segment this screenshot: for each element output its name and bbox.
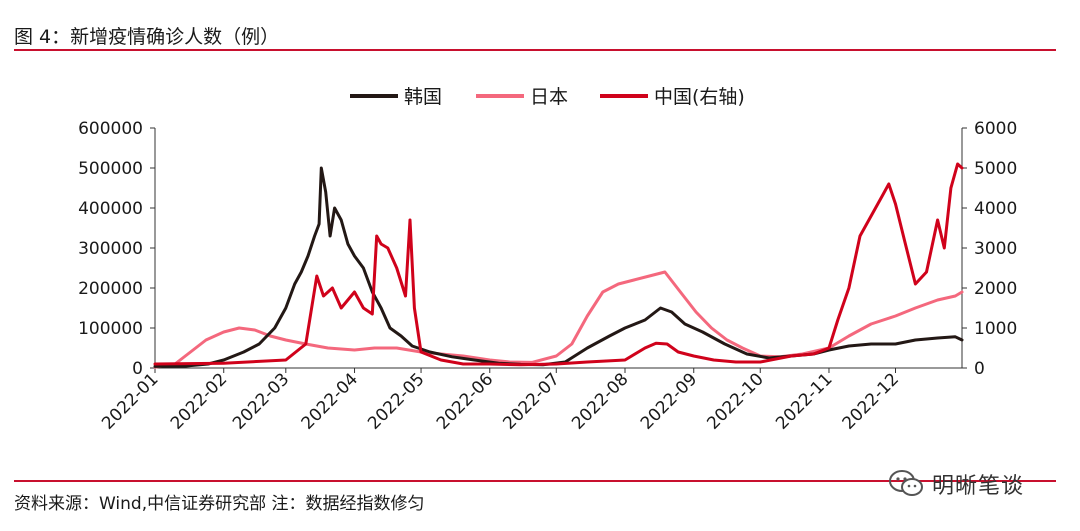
left-y-tick-label: 300000: [78, 239, 143, 259]
x-tick-label: 2022-06: [433, 369, 497, 433]
left-y-tick-label: 0: [132, 359, 143, 379]
watermark-text: 明晰笔谈: [932, 474, 1025, 499]
footer-divider: [14, 480, 1056, 482]
title-divider: [14, 49, 1056, 51]
left-y-tick-label: 500000: [78, 159, 143, 179]
watermark: 明晰笔谈: [888, 467, 1068, 501]
right-y-tick-label: 3000: [974, 239, 1017, 259]
figure-title: 图 4：新增疫情确诊人数（例）: [14, 26, 280, 48]
axes: 0 100000 200000 300000 400000 500000 600000 0 10…: [78, 119, 1017, 434]
line-chart: 韩国 日本 中国(右轴) 0 100000 200000 300000 400000 50…: [78, 86, 1017, 434]
left-y-tick-label: 400000: [78, 199, 143, 219]
series-line-china: [153, 162, 964, 367]
left-y-tick-label: 200000: [78, 279, 143, 299]
legend: 韩国 日本 中国(右轴): [350, 86, 745, 108]
x-tick-label: 2022-01: [98, 369, 162, 433]
x-tick-label: 2022-08: [568, 369, 632, 433]
right-y-tick-label: 6000: [974, 119, 1017, 139]
x-tick-label: 2022-04: [298, 369, 362, 433]
x-tick-label: 2022-12: [839, 369, 903, 433]
source-note: 资料来源：Wind,中信证券研究部 注：数据经指数修匀: [14, 494, 425, 514]
series-line-japan: [153, 270, 964, 369]
right-y-tick-label: 0: [974, 359, 985, 379]
left-y-tick-label: 600000: [78, 119, 143, 139]
x-tick-label: 2022-09: [637, 369, 701, 433]
right-y-tick-label: 2000: [974, 279, 1017, 299]
x-tick-label: 2022-11: [772, 369, 836, 433]
series-layer: [153, 162, 964, 369]
legend-label-china: 中国(右轴): [654, 86, 745, 108]
right-y-tick-label: 5000: [974, 159, 1017, 179]
x-tick-label: 2022-10: [703, 369, 767, 433]
x-tick-label: 2022-02: [167, 369, 231, 433]
legend-label-japan: 日本: [530, 86, 568, 108]
wechat-icon: [889, 470, 923, 496]
x-tick-label: 2022-03: [229, 369, 293, 433]
right-y-tick-label: 1000: [974, 319, 1017, 339]
legend-label-korea: 韩国: [404, 86, 442, 108]
x-tick-label: 2022-05: [364, 369, 428, 433]
right-y-tick-label: 4000: [974, 199, 1017, 219]
left-y-tick-label: 100000: [78, 319, 143, 339]
x-tick-label: 2022-07: [499, 369, 563, 433]
